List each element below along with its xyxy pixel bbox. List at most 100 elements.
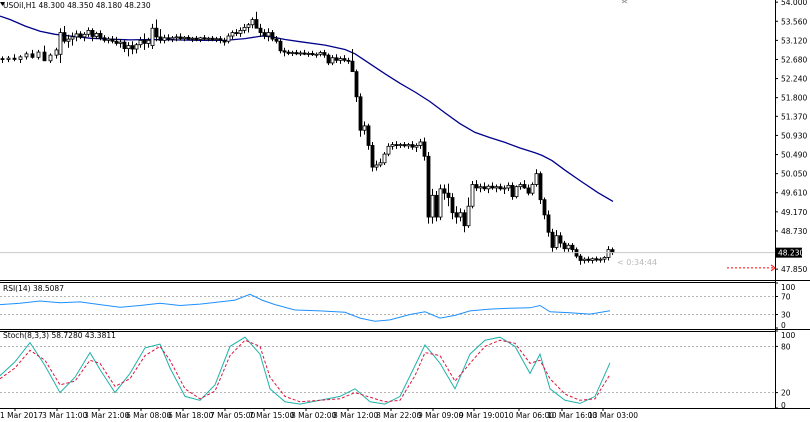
candle-body xyxy=(226,35,231,42)
candle-body xyxy=(506,184,511,189)
candle-body xyxy=(418,141,423,146)
candle-body xyxy=(606,249,611,258)
candle-body xyxy=(462,212,467,227)
candle-body xyxy=(402,144,407,147)
stochastic-tick-label: 80 xyxy=(781,342,791,351)
candle-body xyxy=(282,50,287,53)
candle-body xyxy=(262,32,267,37)
candle-body xyxy=(230,32,235,37)
candle-body xyxy=(242,26,247,31)
time-tick-label: 13 Mar 03:00 xyxy=(588,411,638,420)
candle-body xyxy=(294,52,299,55)
candle-body xyxy=(566,244,571,250)
rsi-tick-label: 100 xyxy=(781,283,796,292)
candle-body xyxy=(334,57,339,61)
candle-body xyxy=(218,38,223,41)
candle-body xyxy=(550,231,555,248)
candle-body xyxy=(24,53,29,58)
candle-body xyxy=(446,192,451,198)
alert-arrow-icon xyxy=(770,264,776,272)
candle-body xyxy=(86,29,91,35)
moving-average-line xyxy=(0,15,614,202)
candle-body xyxy=(562,242,567,250)
candle-body xyxy=(18,56,23,60)
price-pane[interactable]: 54.000 53.560 53.120 52.680 52.240 51.800 51.3… xyxy=(0,0,807,274)
stochastic-pane[interactable]: 100 80 20 0 xyxy=(0,330,796,410)
candle-body xyxy=(114,40,119,44)
candle-body xyxy=(36,51,41,58)
candle-body xyxy=(190,37,195,40)
price-tick-label: 50.050 xyxy=(781,170,807,179)
price-tick-label: 50.930 xyxy=(781,131,807,140)
candle-body xyxy=(0,58,5,61)
candle-body xyxy=(210,37,215,40)
time-tick-label: 3 Mar 21:00 xyxy=(84,411,130,420)
candle-body xyxy=(370,145,375,168)
candle-body xyxy=(74,33,79,38)
candle-body xyxy=(330,57,335,64)
candle-body xyxy=(346,59,351,62)
candle-body xyxy=(450,197,455,214)
candle-body xyxy=(378,162,383,166)
rsi-series-line xyxy=(0,293,611,322)
candle-body xyxy=(526,187,531,194)
candle-body xyxy=(298,52,303,55)
candle-body xyxy=(94,33,99,37)
candle-body xyxy=(310,52,315,56)
candle-body xyxy=(54,49,59,56)
candle-body xyxy=(322,52,327,56)
candle-body xyxy=(486,185,491,190)
candle-body xyxy=(430,194,435,218)
candle-body xyxy=(518,184,523,188)
stochastic-tick-label: 0 xyxy=(781,401,786,410)
candle-body xyxy=(538,173,543,201)
candle-body xyxy=(254,19,259,29)
stochastic-title: Stoch(8,3,3) 58.7280 43.3811 xyxy=(3,331,116,340)
candle-body xyxy=(122,41,127,50)
candle-body xyxy=(590,258,595,261)
candle-body xyxy=(270,32,275,40)
candle-body xyxy=(522,184,527,189)
current-price-label: 48.230 xyxy=(778,249,804,258)
price-tick-label: 52.240 xyxy=(781,75,807,84)
candle-body xyxy=(6,57,11,60)
candle-body xyxy=(186,36,191,40)
candle-body xyxy=(482,186,487,190)
stochastic-series-line xyxy=(0,339,611,403)
candle-body xyxy=(478,186,483,189)
candle-body xyxy=(438,188,443,218)
price-tick-label: 51.800 xyxy=(781,94,807,103)
candle-body xyxy=(42,51,47,62)
rsi-tick-label: 0 xyxy=(781,321,786,330)
candle-body xyxy=(290,52,295,54)
candle-body xyxy=(554,235,559,248)
candle-body xyxy=(542,199,547,216)
candle-body xyxy=(142,39,147,44)
stochastic-tick-label: 20 xyxy=(781,389,791,398)
candle-body xyxy=(246,24,251,28)
candle-body xyxy=(182,36,187,40)
candle-body xyxy=(570,244,575,251)
close-icon[interactable] xyxy=(621,0,628,4)
candle-body xyxy=(582,258,587,261)
candle-body xyxy=(274,38,279,42)
time-tick-label: 10 Mar 16:00 xyxy=(547,411,597,420)
candle-body xyxy=(58,32,63,55)
price-tick-label: 47.850 xyxy=(781,265,807,274)
candle-body xyxy=(194,37,199,40)
candle-body xyxy=(286,51,291,54)
candle-body xyxy=(366,125,371,146)
candle-body xyxy=(206,37,211,40)
candle-body xyxy=(62,32,67,42)
candle-body xyxy=(398,144,403,146)
candle-body xyxy=(530,184,535,194)
chart-frame xyxy=(0,0,810,409)
candle-body xyxy=(146,39,151,44)
price-tick-label: 48.730 xyxy=(781,227,807,236)
candle-body xyxy=(474,184,479,189)
candle-body xyxy=(250,19,255,26)
time-tick-label: 9 Mar 09:00 xyxy=(418,411,464,420)
candle-body xyxy=(422,141,427,157)
candle-body xyxy=(350,60,355,73)
